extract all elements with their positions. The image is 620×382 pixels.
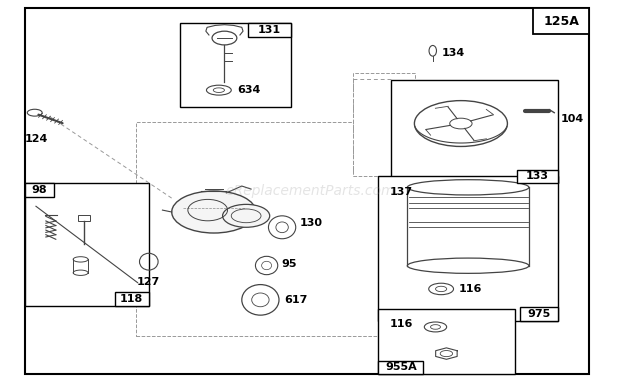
Text: 130: 130 (299, 219, 322, 228)
Bar (136, 122, 384, 336)
Text: 124: 124 (24, 134, 48, 144)
Text: 975: 975 (527, 309, 551, 319)
Bar (353, 73, 415, 176)
Text: 116: 116 (389, 319, 413, 329)
Text: 118: 118 (120, 294, 143, 304)
Bar (25, 183, 54, 197)
Text: 134: 134 (441, 48, 465, 58)
Bar (391, 80, 558, 183)
Text: 104: 104 (561, 115, 584, 125)
Ellipse shape (223, 204, 270, 227)
Bar (115, 292, 149, 306)
Text: 116: 116 (459, 284, 482, 294)
Text: 133: 133 (526, 172, 549, 181)
Text: 98: 98 (32, 185, 47, 195)
Ellipse shape (172, 191, 256, 233)
Text: 634: 634 (237, 85, 261, 95)
Text: 617: 617 (284, 295, 308, 305)
Bar (517, 170, 558, 183)
Text: 95: 95 (281, 259, 297, 269)
Bar (533, 8, 589, 34)
Bar (378, 176, 558, 321)
Bar (378, 309, 515, 374)
Text: 127: 127 (137, 277, 161, 287)
Bar (180, 23, 291, 107)
Text: eReplacementParts.com: eReplacementParts.com (225, 184, 395, 198)
Bar (248, 23, 291, 37)
Bar (78, 215, 90, 221)
Bar (378, 361, 423, 374)
Text: 955A: 955A (385, 363, 417, 372)
Bar (25, 183, 149, 306)
Bar (520, 307, 558, 321)
Text: 131: 131 (258, 25, 281, 35)
Text: 137: 137 (389, 188, 412, 197)
Text: 125A: 125A (543, 15, 579, 28)
